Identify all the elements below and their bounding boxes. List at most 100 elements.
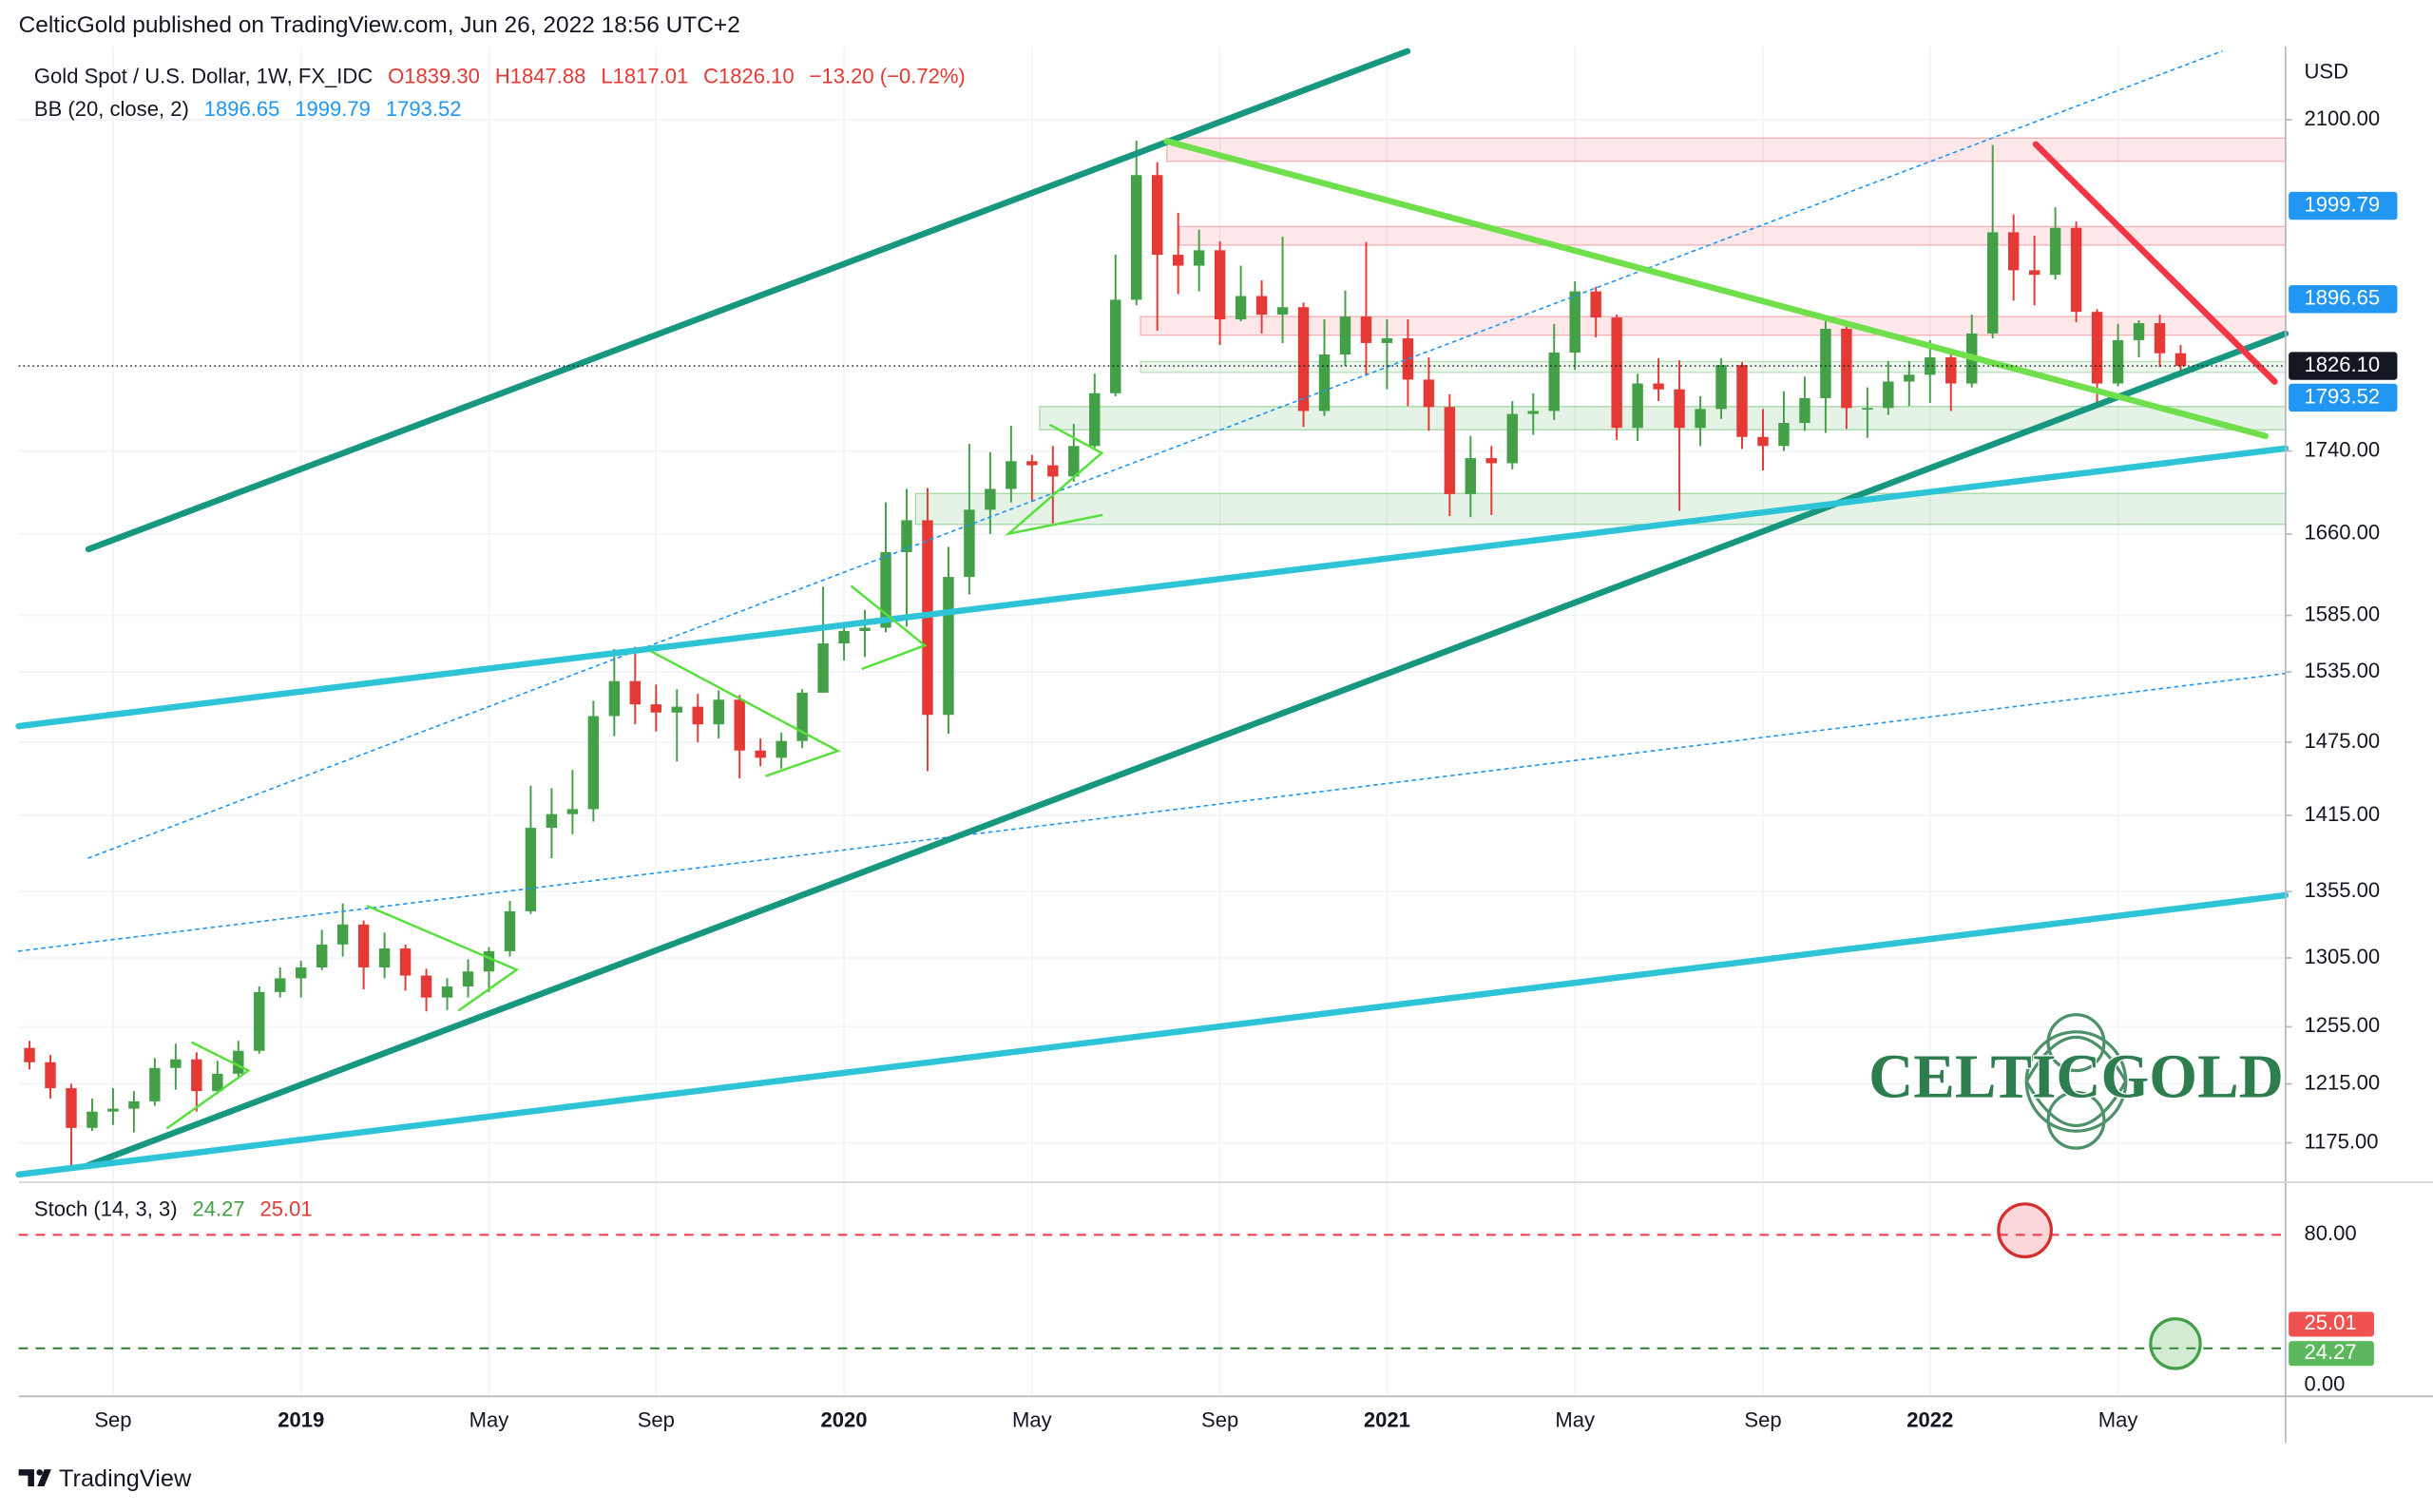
candle-body (525, 828, 537, 911)
price-badge-label: 1896.65 (2304, 286, 2380, 310)
bb-value: 1793.52 (386, 97, 462, 121)
candle-body (1590, 291, 1601, 318)
candle-body (233, 1050, 244, 1074)
trend-line (15, 445, 2289, 730)
price-badge (2289, 285, 2398, 314)
candle-body (1381, 337, 1393, 343)
candle-body (608, 680, 621, 717)
candle-body (1715, 365, 1727, 410)
candle-body (1172, 255, 1184, 266)
candle-body (901, 520, 912, 552)
candle-body (1632, 383, 1643, 429)
patterns (166, 424, 1104, 1130)
footer-logo: TradingView (18, 1465, 192, 1492)
trend-line (15, 891, 2289, 1178)
candle-body (734, 699, 745, 751)
pattern (366, 905, 520, 1012)
candle-body (1841, 328, 1852, 409)
y-tick-label: 1215.00 (2304, 1070, 2380, 1094)
candle-body (859, 627, 871, 632)
candle-body (275, 978, 286, 992)
candle-body (1757, 436, 1769, 447)
candle-body (170, 1059, 182, 1068)
candle-body (66, 1088, 77, 1128)
stoch-badge-label: 25.01 (2304, 1311, 2356, 1334)
candle-body (296, 967, 307, 979)
candle-body (1986, 232, 1999, 334)
candle-body (1255, 296, 1268, 316)
candle-body (629, 680, 642, 705)
price-badge (2289, 383, 2398, 412)
candle-body (2154, 323, 2166, 354)
candle-body (1548, 352, 1560, 411)
stoch-badge-label: 24.27 (2304, 1340, 2356, 1364)
candle-body (755, 750, 766, 758)
candle-body (1214, 250, 1226, 320)
y-tick-label: 1660.00 (2304, 521, 2380, 545)
highlight-circle (2149, 1317, 2202, 1370)
x-tick-label: 2019 (278, 1407, 324, 1431)
dotted-channel (17, 672, 2287, 952)
change: −13.20 (−0.72%) (810, 64, 966, 87)
footer-text: TradingView (59, 1465, 192, 1492)
candle-body (212, 1073, 223, 1092)
pattern (166, 1041, 251, 1130)
candle-body (1904, 374, 1915, 382)
bb-value: 1999.79 (295, 97, 371, 121)
currency: USD (2304, 60, 2348, 84)
y-tick-label: 1355.00 (2304, 878, 2380, 902)
x-tick-label: Sep (1744, 1407, 1781, 1431)
candle-body (1193, 250, 1205, 266)
price-badge-label: 1826.10 (2304, 353, 2380, 376)
y-tick-label: 1740.00 (2304, 437, 2380, 461)
candle-body (1276, 307, 1289, 316)
candle-body (817, 643, 829, 693)
x-tick-label: 2020 (821, 1407, 868, 1431)
candle-body (1110, 299, 1121, 393)
legend: Gold Spot / U.S. Dollar, 1W, FX_IDC O183… (34, 64, 966, 87)
candle-body (1485, 458, 1498, 464)
x-tick-label: 2021 (1364, 1407, 1410, 1431)
x-tick-label: May (469, 1407, 509, 1431)
pattern (650, 650, 841, 777)
candle-body (692, 706, 703, 725)
candle-body (1883, 381, 1894, 409)
y-tick-label: 1535.00 (2304, 659, 2380, 682)
candle-body (880, 551, 891, 628)
candle-body (1611, 317, 1622, 429)
y-tick-label: 1415.00 (2304, 802, 2380, 826)
candle-body (191, 1059, 202, 1092)
candle-body (254, 991, 265, 1051)
y-tick-label: 0.00 (2304, 1371, 2345, 1395)
price-badge-label: 1793.52 (2304, 384, 2380, 408)
x-tick-label: 2022 (1906, 1407, 1953, 1431)
candle-body (1339, 316, 1351, 355)
candle-body (1465, 458, 1477, 494)
x-tick-label: May (2098, 1407, 2138, 1431)
ohlc: L1817.01 (601, 64, 688, 87)
candle-body (1068, 446, 1080, 477)
candle-body (1653, 383, 1664, 390)
channel-line (85, 330, 2289, 1169)
x-tick-label: May (1555, 1407, 1595, 1431)
y-tick-label: 1175.00 (2304, 1129, 2378, 1153)
tv-icon-dot (36, 1469, 43, 1476)
candle-body (2070, 227, 2082, 313)
candle-body (420, 975, 432, 998)
candle-body (1402, 337, 1414, 380)
candle-body (1695, 409, 1706, 429)
stoch-value: 25.01 (260, 1196, 313, 1220)
grid (18, 46, 2286, 1397)
tv-icon (18, 1469, 51, 1487)
candle-body (149, 1067, 161, 1101)
candle-body (1131, 175, 1142, 300)
candle-body (566, 809, 579, 814)
support-zone (1039, 406, 2287, 431)
candle-body (796, 692, 808, 741)
candle-body (1297, 307, 1310, 411)
price-badge-label: 1999.79 (2304, 192, 2380, 216)
candle-body (441, 986, 453, 998)
candle-body (86, 1111, 98, 1128)
candle-body (1862, 408, 1873, 410)
